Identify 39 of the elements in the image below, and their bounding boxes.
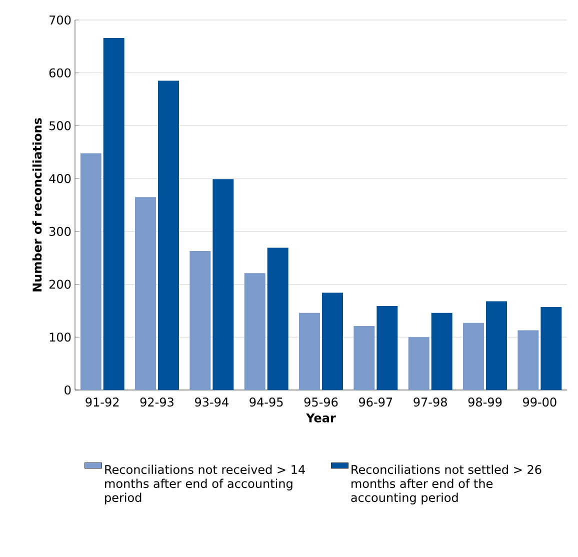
y-tick-label: 300	[49, 226, 71, 236]
y-tick-label: 700	[50, 15, 71, 25]
bar	[431, 312, 452, 390]
x-tick-label: 91-92	[86, 398, 119, 407]
y-tick-label: 500	[49, 121, 71, 130]
bar	[158, 80, 179, 390]
bar	[212, 179, 234, 390]
x-tick-label: 94-95	[250, 398, 283, 407]
legend-label: Reconciliations not settled > 26 months after end of the accounting period	[351, 464, 542, 504]
x-tick-label: 95-96	[304, 398, 338, 407]
y-tick-label: 0	[64, 385, 71, 395]
x-tick-label: 98-99	[468, 398, 502, 407]
x-axis-title: Year	[306, 413, 336, 422]
y-tick-label: 600	[49, 68, 71, 78]
y-tick-label: 100	[50, 332, 71, 342]
x-tick-label: 96-97	[358, 398, 392, 407]
x-tick-label: 92-93	[140, 398, 174, 407]
y-tick-label: 200	[49, 280, 71, 289]
x-tick-label: 99-00	[522, 398, 556, 407]
x-tick-label: 97-98	[414, 398, 447, 407]
bar	[190, 250, 211, 390]
bar	[80, 153, 102, 390]
bar	[354, 326, 375, 390]
bar	[135, 197, 156, 390]
y-axis-title: Number of reconciliations	[32, 118, 42, 292]
bar	[267, 248, 288, 390]
y-tick-label: 400	[49, 174, 71, 184]
legend-label: Reconciliations not received > 14 months after end of accounting period	[105, 464, 305, 504]
bar	[322, 292, 343, 390]
bar	[103, 38, 124, 390]
x-tick-label: 93-94	[194, 398, 228, 407]
bar	[463, 322, 484, 390]
bar	[408, 337, 430, 390]
bar	[518, 330, 539, 390]
bar	[486, 301, 508, 390]
bar	[540, 307, 562, 390]
bar	[244, 273, 266, 390]
bar	[376, 306, 398, 390]
bar	[299, 312, 320, 390]
